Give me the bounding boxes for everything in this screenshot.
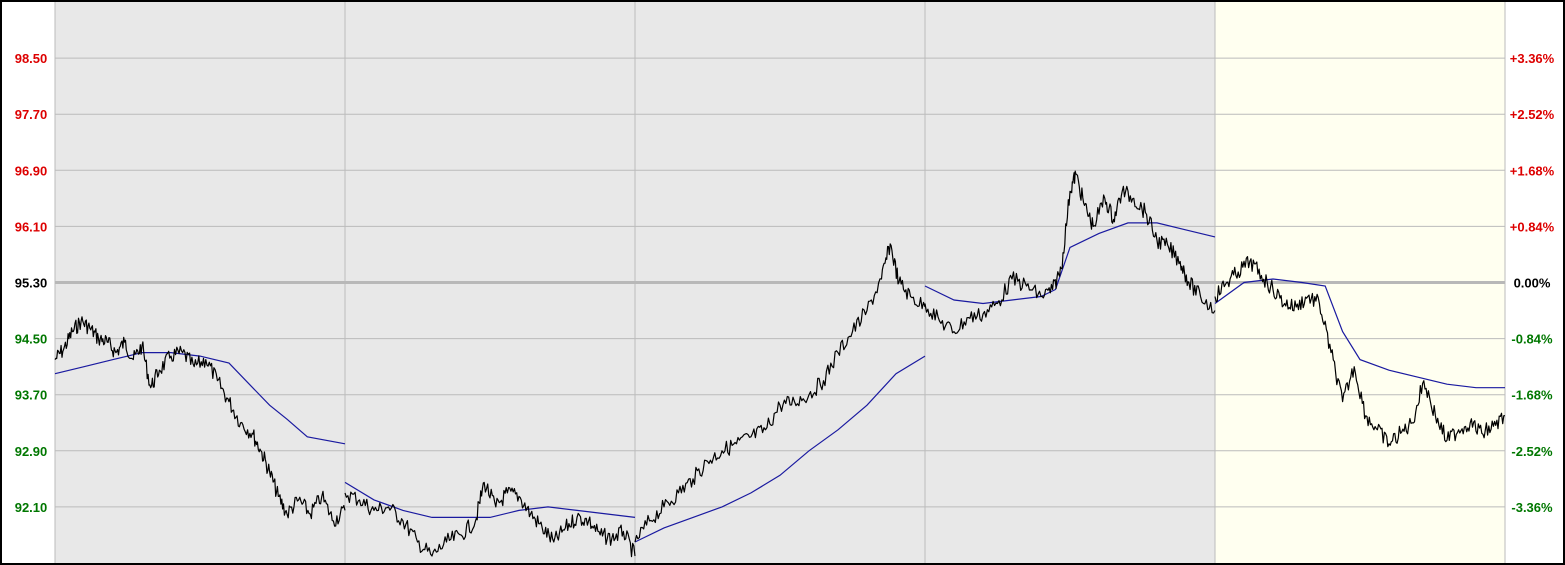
price-line-day-4	[924, 170, 1216, 335]
y-tick-label-6: 93.70	[15, 388, 48, 403]
pct-tick-label-8: -3.36%	[1511, 500, 1553, 515]
y-tick-label-5: 94.50	[15, 332, 48, 347]
price-line-day-2	[344, 481, 636, 558]
pct-tick-label-5: -0.84%	[1511, 332, 1553, 347]
y-tick-label-8: 92.10	[15, 500, 48, 515]
y-tick-label-4: 95.30	[15, 276, 48, 291]
pct-tick-label-3: +0.84%	[1510, 219, 1555, 234]
price-line-day-1	[54, 316, 346, 527]
average-line-day-5	[1214, 278, 1505, 389]
price-line-day-3	[634, 243, 926, 543]
pct-tick-label-4: 0.00%	[1514, 276, 1551, 291]
price-line-day-5	[1214, 256, 1505, 448]
pct-tick-label-0: +3.36%	[1510, 51, 1555, 66]
y-tick-label-7: 92.90	[15, 444, 48, 459]
y-tick-label-1: 97.70	[15, 107, 48, 122]
pct-tick-label-2: +1.68%	[1510, 163, 1555, 178]
y-tick-label-3: 96.10	[15, 219, 48, 234]
pct-tick-label-1: +2.52%	[1510, 107, 1555, 122]
y-tick-label-0: 98.50	[15, 51, 48, 66]
average-line-day-3	[634, 355, 926, 543]
average-line-day-1	[54, 352, 346, 445]
average-line-day-2	[344, 481, 636, 518]
y-tick-label-2: 96.90	[15, 163, 48, 178]
pct-tick-label-7: -2.52%	[1511, 444, 1553, 459]
pct-tick-label-6: -1.68%	[1511, 388, 1553, 403]
